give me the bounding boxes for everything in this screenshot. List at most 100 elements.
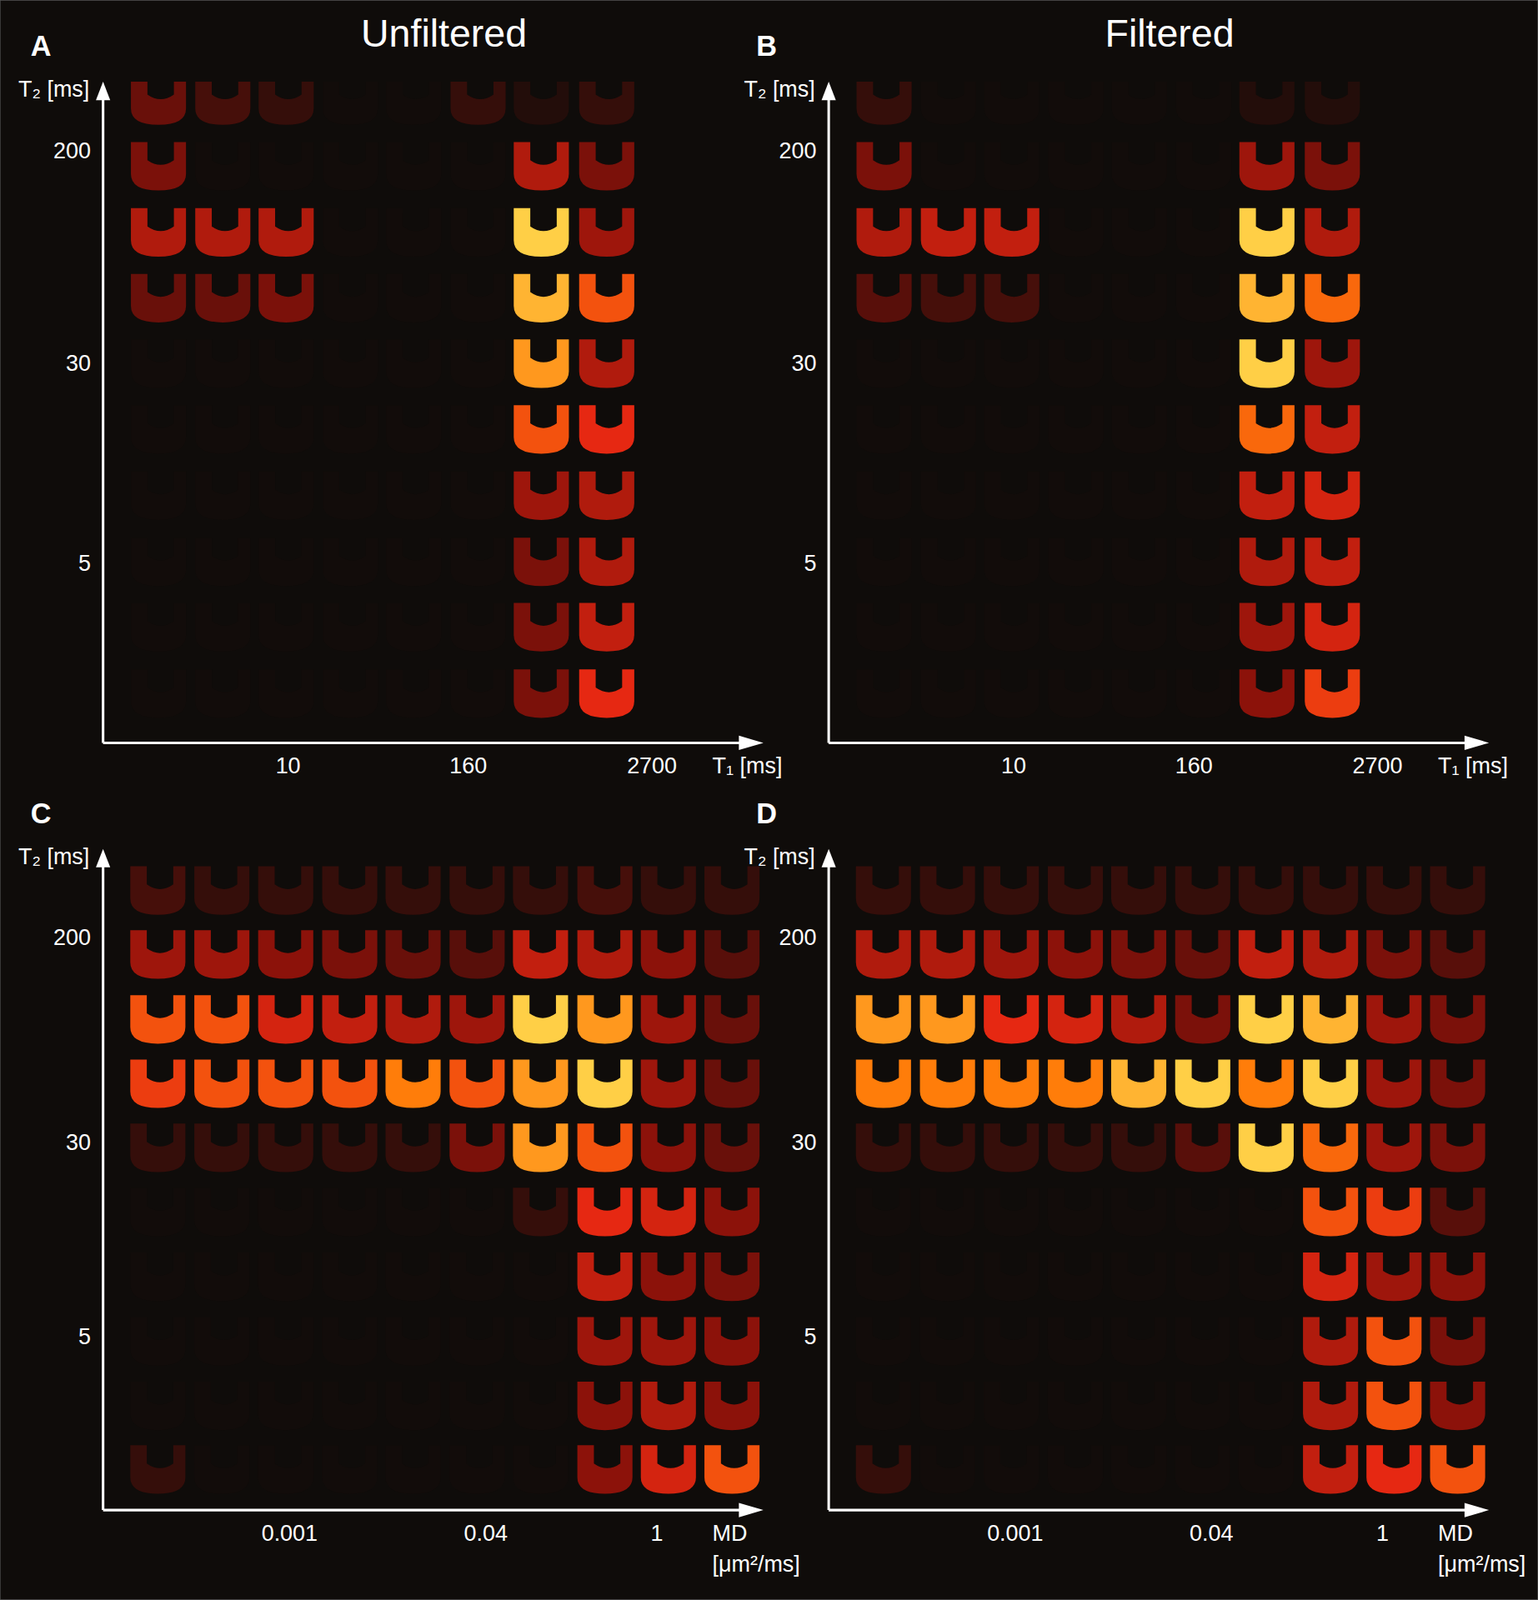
tile bbox=[1430, 1252, 1486, 1302]
tile bbox=[1111, 1187, 1167, 1237]
tile bbox=[385, 339, 441, 388]
tile bbox=[512, 1445, 568, 1494]
tile bbox=[1430, 930, 1486, 979]
tile bbox=[1111, 1252, 1167, 1302]
panel: 200305101602700T₂ [ms]T₁ [ms]BFiltered bbox=[744, 11, 1508, 779]
tile bbox=[1112, 208, 1168, 257]
tile bbox=[1239, 471, 1295, 521]
tile bbox=[385, 405, 441, 454]
y-tick-label: 200 bbox=[779, 925, 817, 951]
tile bbox=[1176, 669, 1232, 718]
tile bbox=[130, 141, 186, 191]
x-axis-label-line: [μm²/ms] bbox=[712, 1552, 801, 1578]
tile bbox=[856, 930, 912, 979]
tiles bbox=[130, 866, 760, 1495]
tile bbox=[130, 1445, 186, 1494]
tile bbox=[258, 208, 314, 257]
tile bbox=[920, 1059, 976, 1108]
tile bbox=[579, 471, 635, 521]
tile bbox=[130, 405, 186, 454]
tile bbox=[322, 81, 378, 126]
tile bbox=[513, 208, 569, 257]
title: Filtered bbox=[1104, 11, 1234, 56]
tile bbox=[258, 274, 314, 323]
tile bbox=[1175, 930, 1231, 979]
tile bbox=[1239, 81, 1295, 126]
tile bbox=[1047, 1445, 1103, 1494]
tile bbox=[1366, 866, 1422, 916]
tile bbox=[1239, 141, 1295, 191]
tile bbox=[577, 1317, 633, 1367]
tile bbox=[704, 866, 760, 916]
tile bbox=[385, 141, 441, 191]
y-tick-label: 5 bbox=[803, 1324, 817, 1350]
tile bbox=[1430, 1382, 1486, 1431]
panel-label: B bbox=[756, 30, 777, 62]
tile bbox=[704, 1123, 760, 1173]
panel: 2003050.0010.041T₂ [ms]MD[μm²/ms]C bbox=[18, 797, 801, 1577]
tile bbox=[1176, 602, 1232, 652]
tile bbox=[1047, 1187, 1103, 1237]
tile bbox=[513, 405, 569, 454]
tile bbox=[385, 669, 441, 718]
tile bbox=[577, 1252, 633, 1302]
x-tick-label: 1 bbox=[1376, 1521, 1389, 1547]
tile bbox=[579, 208, 635, 257]
tile bbox=[1048, 274, 1104, 323]
tile bbox=[1430, 1445, 1486, 1494]
tile bbox=[1175, 1382, 1231, 1431]
tile bbox=[1302, 1445, 1358, 1494]
tile bbox=[1176, 141, 1232, 191]
tile bbox=[579, 339, 635, 388]
x-tick-label: 10 bbox=[275, 753, 301, 779]
tile bbox=[512, 1252, 568, 1302]
tile bbox=[641, 1317, 697, 1367]
x-tick-label: 1 bbox=[651, 1521, 664, 1547]
tile bbox=[195, 81, 251, 126]
tile bbox=[920, 1187, 976, 1237]
tile bbox=[194, 1059, 250, 1108]
tile bbox=[258, 537, 314, 587]
tile bbox=[322, 669, 378, 718]
tile bbox=[1304, 141, 1360, 191]
x-axis bbox=[103, 741, 750, 745]
tile bbox=[258, 995, 314, 1044]
tile bbox=[450, 339, 506, 388]
tile bbox=[385, 866, 441, 916]
x-axis-label-line: [μm²/ms] bbox=[1437, 1552, 1526, 1578]
y-axis bbox=[827, 863, 831, 1511]
y-axis bbox=[101, 863, 105, 1511]
tile bbox=[1176, 274, 1232, 323]
x-axis bbox=[828, 741, 1475, 745]
tile bbox=[1112, 471, 1168, 521]
x-tick-label: 0.04 bbox=[1189, 1521, 1233, 1547]
tile bbox=[984, 141, 1040, 191]
tile bbox=[577, 1123, 633, 1173]
tile bbox=[1238, 995, 1294, 1044]
tile bbox=[1048, 537, 1104, 587]
tile bbox=[321, 1382, 377, 1431]
tile bbox=[1112, 274, 1168, 323]
tile bbox=[641, 1445, 697, 1494]
tile bbox=[1112, 141, 1168, 191]
tile bbox=[1048, 339, 1104, 388]
tile bbox=[704, 1059, 760, 1108]
tile bbox=[579, 274, 635, 323]
panel: 200305101602700T₂ [ms]T₁ [ms]AUnfiltered bbox=[18, 11, 782, 779]
tile bbox=[1239, 339, 1295, 388]
tile bbox=[1304, 208, 1360, 257]
tile bbox=[258, 1317, 314, 1367]
tile bbox=[921, 208, 977, 257]
tile bbox=[577, 866, 633, 916]
tile bbox=[1238, 1123, 1294, 1173]
tile bbox=[1302, 1123, 1358, 1173]
tile bbox=[1175, 1187, 1231, 1237]
tile bbox=[1111, 930, 1167, 979]
tile bbox=[1175, 1445, 1231, 1494]
tile bbox=[322, 141, 378, 191]
tile bbox=[385, 1445, 441, 1494]
tile bbox=[704, 1382, 760, 1431]
tile bbox=[1111, 1445, 1167, 1494]
tile bbox=[1430, 1059, 1486, 1108]
x-arrow bbox=[1464, 736, 1489, 751]
